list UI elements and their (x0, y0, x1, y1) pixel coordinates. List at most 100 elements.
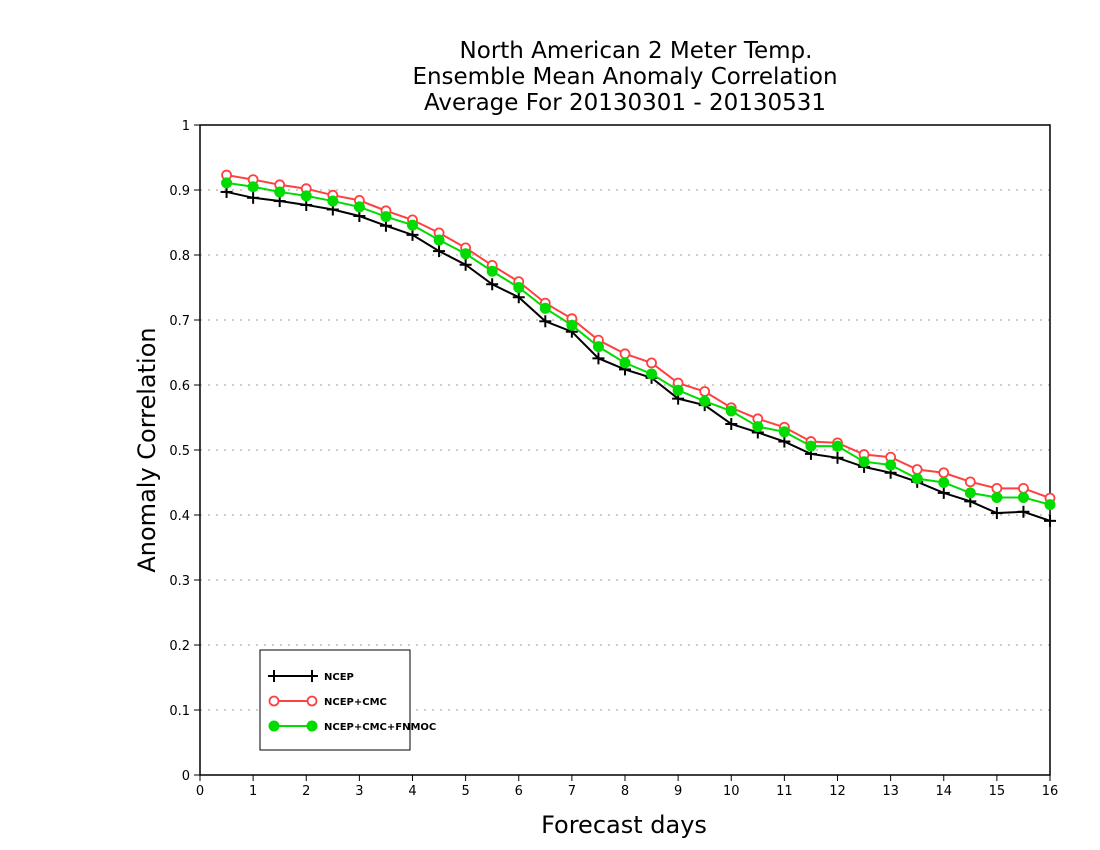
series-layer (220, 169, 1056, 527)
data-point-ncep-cmc (1018, 482, 1029, 494)
data-point-ncep (539, 315, 552, 328)
data-point-ncep-cmc-fnmoc (221, 177, 233, 189)
data-point-ncep-cmc-fnmoc (672, 384, 684, 396)
series-ncep-cmc (221, 169, 1056, 504)
data-point-ncep-cmc-fnmoc (858, 456, 870, 468)
x-tick-label: 14 (935, 784, 952, 799)
data-point-ncep-cmc-fnmoc (486, 265, 498, 277)
y-tick-label: 1 (182, 119, 190, 134)
title-line-1: North American 2 Meter Temp. (460, 38, 813, 64)
data-point-ncep (725, 418, 738, 430)
data-point-ncep-cmc-fnmoc (460, 248, 472, 260)
data-point-ncep (459, 258, 472, 271)
data-point-ncep-cmc-fnmoc (1044, 499, 1056, 511)
gridlines (200, 189, 1050, 711)
data-point-ncep-cmc-fnmoc (832, 440, 843, 452)
legend-label-ncep-cmc: NCEP+CMC (324, 697, 387, 708)
data-point-ncep-cmc-fnmoc (327, 195, 339, 207)
x-tick-label: 5 (461, 784, 469, 799)
x-tick-label: 1 (249, 784, 257, 799)
data-point-ncep (1044, 514, 1056, 527)
axis-ticks: 00.10.20.30.40.50.60.70.80.910 1 2 3 4 5 6 7 8 9 1… (169, 119, 1058, 799)
x-axis-label: Forecast days (541, 811, 707, 839)
data-point-ncep (592, 352, 605, 365)
x-tick-label: 8 (621, 784, 629, 799)
x-tick-label: 11 (776, 784, 793, 799)
data-point-ncep-cmc-fnmoc (646, 368, 658, 380)
series-line-ncep-cmc-fnmoc (226, 181, 1051, 506)
data-point-ncep (778, 435, 791, 448)
data-point-ncep-cmc-fnmoc (619, 357, 631, 369)
data-point-ncep-cmc-fnmoc (725, 405, 737, 417)
data-point-ncep-cmc-fnmoc (539, 302, 551, 314)
legend-marker-ncep-cmc (268, 695, 280, 707)
y-tick-label: 0.3 (169, 574, 190, 589)
data-point-ncep-cmc-fnmoc (300, 190, 312, 202)
legend-label-ncep: NCEP (324, 672, 354, 683)
x-tick-label: 10 (723, 784, 740, 799)
x-tick-label: 13 (882, 784, 899, 799)
data-point-ncep-cmc (619, 348, 631, 360)
data-point-ncep (247, 191, 260, 204)
y-tick-label: 0.6 (169, 379, 190, 394)
legend-marker-ncep (268, 670, 280, 682)
data-point-ncep (1017, 505, 1030, 518)
x-tick-label: 7 (568, 784, 576, 799)
legend-marker-ncep (306, 670, 318, 682)
data-point-ncep (937, 486, 950, 499)
legend: NCEP NCEP+CMC NCEP+CMC+FNMOC (259, 649, 436, 751)
data-point-ncep-cmc-fnmoc (566, 319, 578, 331)
y-tick-label: 0 (182, 769, 190, 784)
data-point-ncep-cmc-fnmoc (911, 473, 923, 485)
y-tick-label: 0.4 (169, 509, 190, 524)
data-point-ncep-cmc-fnmoc (699, 395, 711, 407)
series-ncep (220, 185, 1056, 527)
x-tick-label: 15 (989, 784, 1006, 799)
y-tick-label: 0.1 (169, 704, 190, 719)
y-tick-label: 0.5 (169, 444, 190, 459)
legend-marker-ncep-cmc (306, 695, 318, 707)
data-point-ncep-cmc-fnmoc (964, 487, 976, 499)
data-point-ncep (486, 278, 499, 291)
data-point-ncep-cmc (938, 467, 950, 479)
x-tick-label: 16 (1042, 784, 1059, 799)
data-point-ncep-cmc-fnmoc (274, 186, 286, 198)
legend-marker-ncep-cmc-fnmoc (268, 720, 280, 732)
data-point-ncep-cmc-fnmoc (380, 211, 392, 223)
x-tick-label: 9 (674, 784, 682, 799)
data-point-ncep (831, 451, 844, 464)
data-point-ncep (406, 228, 419, 241)
data-point-ncep-cmc-fnmoc (407, 219, 418, 231)
data-point-ncep-cmc (964, 476, 976, 488)
y-tick-label: 0.2 (169, 639, 190, 654)
chart-title: North American 2 Meter Temp. Ensemble Me… (412, 38, 837, 116)
x-tick-label: 12 (829, 784, 846, 799)
series-line-ncep-cmc (226, 174, 1051, 500)
data-point-ncep-cmc-fnmoc (513, 282, 525, 293)
data-point-ncep-cmc-fnmoc (885, 459, 897, 471)
y-tick-label: 0.9 (169, 184, 190, 199)
data-point-ncep-cmc-fnmoc (592, 341, 604, 353)
title-line-3: Average For 20130301 - 20130531 (424, 90, 826, 116)
data-point-ncep-cmc-fnmoc (991, 491, 1003, 503)
data-point-ncep-cmc (991, 482, 1003, 494)
legend-label-ncep-cmc-fnmoc: NCEP+CMC+FNMOC (324, 722, 436, 733)
data-point-ncep-cmc-fnmoc (752, 421, 764, 433)
series-ncep-cmc-fnmoc (221, 177, 1056, 511)
data-point-ncep-cmc-fnmoc (778, 426, 790, 438)
data-point-ncep-cmc-fnmoc (353, 201, 365, 213)
data-point-ncep-cmc (911, 464, 923, 475)
data-point-ncep-cmc-fnmoc (1017, 491, 1029, 503)
x-tick-label: 0 (196, 784, 204, 799)
data-point-ncep-cmc-fnmoc (938, 477, 950, 488)
x-tick-label: 6 (515, 784, 523, 799)
data-point-ncep (433, 245, 446, 258)
legend-marker-ncep-cmc-fnmoc (306, 720, 318, 732)
x-tick-label: 4 (408, 784, 416, 799)
data-point-ncep-cmc-fnmoc (433, 234, 445, 246)
data-point-ncep (512, 291, 525, 304)
data-point-ncep-cmc-fnmoc (247, 181, 259, 193)
x-tick-label: 2 (302, 784, 310, 799)
data-point-ncep-cmc (646, 357, 657, 369)
